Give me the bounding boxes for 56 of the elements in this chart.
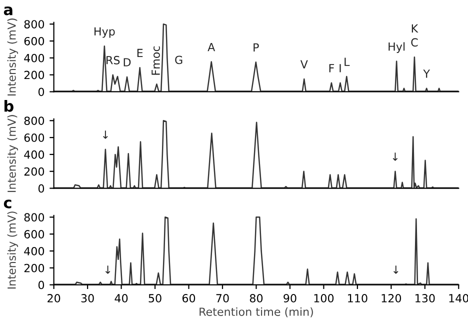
y-tick-label: 200	[24, 167, 44, 176]
y-tick-label: 0	[38, 88, 44, 96]
y-tick-label: 800	[24, 213, 44, 222]
annotation: C	[411, 38, 418, 47]
annotation: G	[175, 56, 182, 64]
annotation: F	[329, 64, 334, 72]
x-tick-label: 90	[284, 294, 296, 302]
x-tick-label: 130	[416, 294, 435, 302]
y-tick-label: 400	[24, 246, 44, 256]
y-tick-label: 200	[24, 70, 44, 80]
annotation: A	[208, 42, 216, 52]
x-tick-label: 40	[114, 294, 128, 302]
line-series	[54, 120, 459, 188]
x-tick-label: 70	[216, 294, 229, 302]
line-series	[54, 23, 459, 92]
annotation: E	[137, 48, 143, 57]
y-tick-label: 800	[24, 20, 44, 28]
y-axis-title: Intensity (mV)	[7, 18, 18, 96]
annotation: K	[412, 24, 418, 33]
annotation: RS	[106, 56, 120, 64]
chart-title: b	[4, 100, 14, 112]
annotation: V	[300, 60, 308, 68]
y-tick-label: 0	[38, 280, 44, 290]
y-tick-label: 0	[38, 184, 44, 193]
y-tick-label: 600	[24, 134, 44, 142]
y-tick-label: 200	[24, 264, 44, 272]
annotation: P	[254, 43, 259, 52]
y-tick-label: 800	[24, 116, 44, 126]
x-tick-label: 20	[48, 294, 60, 302]
annotation: ↓	[105, 266, 110, 274]
x-tick-label: 120	[382, 294, 402, 302]
annotation: ↓	[392, 152, 398, 161]
x-tick-label: 30	[81, 294, 94, 302]
x-tick-label: 50	[148, 294, 162, 302]
annotation: I	[340, 64, 341, 72]
annotation: Y	[423, 70, 430, 78]
x-tick-label: 110	[348, 294, 368, 302]
y-axis-title: Intensity (mV)	[7, 115, 18, 192]
annotation: Fmoc	[152, 46, 160, 75]
annotation: ↓	[394, 266, 398, 274]
y-tick-label: 600	[24, 230, 44, 238]
annotation: ↓	[103, 130, 108, 139]
chart-title: c	[4, 200, 12, 208]
x-tick-label: 60	[182, 294, 196, 302]
annotation: L	[344, 58, 350, 66]
y-axis-title: Intensity (mV)	[7, 212, 18, 289]
x-axis-title: Retention time (min)	[200, 307, 313, 318]
annotation: Hyp	[94, 27, 115, 38]
y-tick-label: 400	[24, 54, 44, 62]
x-tick-label: 100	[314, 294, 334, 302]
annotation: D	[124, 58, 131, 66]
y-tick-label: 400	[24, 150, 44, 159]
x-tick-label: 80	[250, 294, 263, 302]
chart-title: a	[4, 6, 12, 16]
y-tick-label: 600	[24, 36, 44, 46]
annotation: Hyl	[388, 42, 405, 53]
